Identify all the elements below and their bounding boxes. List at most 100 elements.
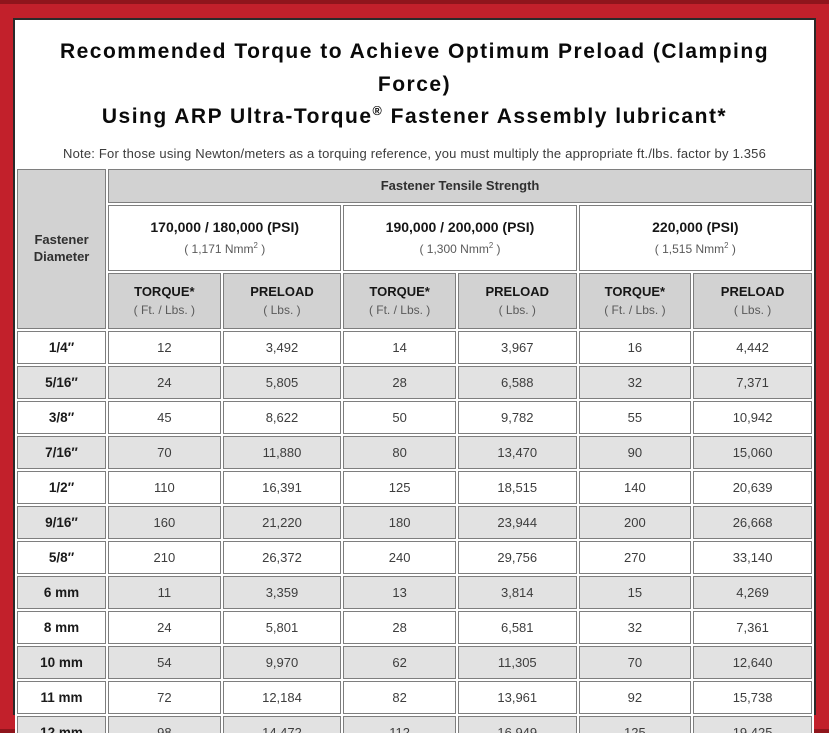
torque-value-cell: 11 [108,575,221,609]
fastener-diameter-cell: 1/2″ [17,470,107,504]
torque-label: TORQUE* [369,284,430,300]
document-panel: Recommended Torque to Achieve Optimum Pr… [13,18,816,733]
fastener-diameter-cell: 5/16″ [17,365,107,399]
table-row: 7/16″ 70 11,880 80 13,470 90 15,060 [17,435,812,469]
torque-value-cell: 240 [343,540,456,574]
fastener-diameter-header-line2: Diameter [33,248,90,264]
torque-value-cell: 55 [578,400,692,434]
preload-column-header: PRELOAD ( Lbs. ) [222,272,342,329]
torque-value-cell: 180 [343,505,456,539]
table-row: 6 mm 11 3,359 13 3,814 15 4,269 [17,575,812,609]
table-row: 3/8″ 45 8,622 50 9,782 55 10,942 [17,400,812,434]
preload-value-cell: 20,639 [693,470,812,504]
torque-value-cell: 15 [578,575,692,609]
fastener-diameter-cell: 3/8″ [17,400,107,434]
preload-value-cell: 12,184 [222,680,342,714]
psi-group-1-label: 170,000 / 180,000 (PSI) [150,219,300,236]
preload-unit: ( Lbs. ) [733,303,772,318]
preload-value-cell: 26,372 [222,540,342,574]
torque-value-cell: 28 [343,365,456,399]
torque-value-cell: 14 [343,330,456,364]
fastener-diameter-header: Fastener Diameter [17,168,107,329]
psi-group-3-label: 220,000 (PSI) [652,219,739,236]
torque-value-cell: 110 [108,470,221,504]
torque-value-cell: 32 [578,610,692,644]
preload-value-cell: 11,880 [222,435,342,469]
preload-label: PRELOAD [250,284,314,300]
table-row: 9/16″ 160 21,220 180 23,944 200 26,668 [17,505,812,539]
torque-value-cell: 270 [578,540,692,574]
preload-unit: ( Lbs. ) [263,303,301,318]
torque-value-cell: 80 [343,435,456,469]
torque-unit: ( Ft. / Lbs. ) [604,303,666,318]
torque-value-cell: 125 [343,470,456,504]
fastener-diameter-cell: 9/16″ [17,505,107,539]
torque-value-cell: 32 [578,365,692,399]
preload-value-cell: 9,970 [222,645,342,679]
preload-value-cell: 4,442 [693,330,812,364]
preload-column-header: PRELOAD ( Lbs. ) [693,272,812,329]
torque-value-cell: 112 [343,715,456,733]
torque-value-cell: 50 [343,400,456,434]
fastener-diameter-header-line1: Fastener [34,231,89,247]
torque-value-cell: 140 [578,470,692,504]
preload-label: PRELOAD [485,284,550,300]
preload-value-cell: 6,588 [457,365,577,399]
fastener-diameter-cell: 1/4″ [17,330,107,364]
preload-value-cell: 8,622 [222,400,342,434]
preload-label: PRELOAD [720,284,785,300]
torque-column-header: TORQUE* ( Ft. / Lbs. ) [108,272,221,329]
fastener-diameter-cell: 12 mm [17,715,107,733]
title-line-2-end: Fastener Assembly lubricant* [383,105,728,129]
torque-value-cell: 28 [343,610,456,644]
preload-value-cell: 7,361 [693,610,812,644]
fastener-diameter-cell: 10 mm [17,645,107,679]
preload-column-header: PRELOAD ( Lbs. ) [457,272,577,329]
table-row: 10 mm 54 9,970 62 11,305 70 12,640 [17,645,812,679]
psi-group-3: 220,000 (PSI) ( 1,515 Nmm2 ) [578,204,812,271]
page-title: Recommended Torque to Achieve Optimum Pr… [23,36,806,134]
table-row: 11 mm 72 12,184 82 13,961 92 15,738 [17,680,812,714]
fastener-diameter-cell: 7/16″ [17,435,107,469]
preload-value-cell: 11,305 [457,645,577,679]
torque-value-cell: 90 [578,435,692,469]
preload-value-cell: 14,472 [222,715,342,733]
torque-value-cell: 24 [108,610,221,644]
torque-value-cell: 12 [108,330,221,364]
title-line-1: Recommended Torque to Achieve Optimum Pr… [59,40,770,96]
torque-value-cell: 82 [343,680,456,714]
preload-value-cell: 3,814 [457,575,577,609]
torque-value-cell: 210 [108,540,221,574]
table-row: 5/16″ 24 5,805 28 6,588 32 7,371 [17,365,812,399]
torque-value-cell: 24 [108,365,221,399]
preload-value-cell: 5,801 [222,610,342,644]
preload-value-cell: 3,492 [222,330,342,364]
psi-group-3-metric: ( 1,515 Nmm2 ) [654,241,736,257]
preload-value-cell: 23,944 [457,505,577,539]
preload-value-cell: 33,140 [693,540,812,574]
note-text: Note: For those using Newton/meters as a… [62,145,767,161]
preload-value-cell: 3,967 [457,330,577,364]
torque-value-cell: 70 [578,645,692,679]
psi-group-2-label: 190,000 / 200,000 (PSI) [385,219,535,236]
preload-unit: ( Lbs. ) [498,303,536,318]
psi-group-1-metric: ( 1,171 Nmm2 ) [184,241,266,257]
preload-value-cell: 3,359 [222,575,342,609]
table-row: 8 mm 24 5,801 28 6,581 32 7,361 [17,610,812,644]
tensile-strength-header: Fastener Tensile Strength [108,168,812,203]
registered-trademark-symbol: ® [372,104,384,119]
preload-value-cell: 16,391 [222,470,342,504]
psi-rating-row: 170,000 / 180,000 (PSI) ( 1,171 Nmm2 ) 1… [17,204,812,271]
psi-group-2-metric: ( 1,300 Nmm2 ) [419,241,501,257]
fastener-diameter-cell: 5/8″ [17,540,107,574]
preload-value-cell: 13,961 [457,680,577,714]
table-row: 1/2″ 110 16,391 125 18,515 140 20,639 [17,470,812,504]
torque-unit: ( Ft. / Lbs. ) [368,303,431,318]
preload-value-cell: 5,805 [222,365,342,399]
preload-value-cell: 21,220 [222,505,342,539]
torque-value-cell: 70 [108,435,221,469]
preload-value-cell: 26,668 [693,505,812,539]
torque-value-cell: 200 [578,505,692,539]
torque-column-header: TORQUE* ( Ft. / Lbs. ) [578,272,692,329]
